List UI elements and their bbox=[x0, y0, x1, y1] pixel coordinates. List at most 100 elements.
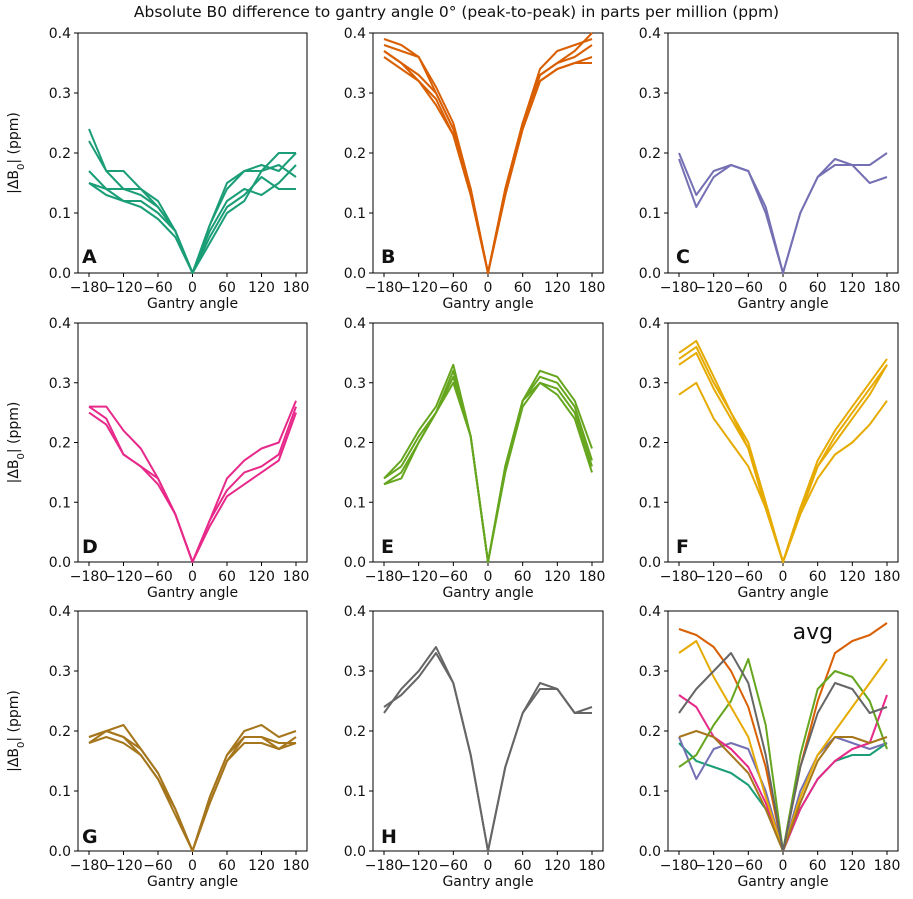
panel-letter: B bbox=[381, 246, 395, 268]
ytick-label: 0.0 bbox=[639, 555, 661, 571]
series-line-d1 bbox=[89, 400, 297, 563]
panel-letter: G bbox=[82, 826, 98, 848]
ytick-label: 0.4 bbox=[639, 316, 661, 332]
xtick-label: −180 bbox=[70, 569, 108, 585]
panel-d: 0.0 0.1 0.2 0.3 0.4 −180−120 −60 0 60 120 180 Gantr… bbox=[6, 316, 309, 601]
xtick-label: 180 bbox=[579, 858, 606, 874]
series-line-h bbox=[678, 652, 888, 852]
ytick-label: 0.1 bbox=[639, 495, 661, 511]
ytick-label: 0.1 bbox=[344, 495, 366, 511]
series-line-a2 bbox=[88, 140, 296, 274]
ytick-label: 0.0 bbox=[344, 266, 366, 282]
xtick-label: −180 bbox=[660, 569, 698, 585]
panel-letter: F bbox=[676, 536, 689, 558]
x-axis-label: Gantry angle bbox=[147, 585, 238, 601]
xtick-label: −180 bbox=[365, 280, 403, 296]
x-axis-label: Gantry angle bbox=[737, 585, 828, 601]
ytick-label: 0.4 bbox=[344, 316, 366, 332]
xtick-label: −60 bbox=[439, 858, 469, 874]
xtick-label: 60 bbox=[218, 569, 236, 585]
axes-frame-g bbox=[77, 610, 308, 852]
xtick-label: 60 bbox=[514, 569, 532, 585]
ytick-label: 0.2 bbox=[49, 724, 71, 740]
xtick-label: 60 bbox=[514, 858, 532, 874]
series-line-h2 bbox=[383, 652, 592, 852]
xtick-label: −60 bbox=[734, 280, 764, 296]
series-line-c2 bbox=[678, 158, 888, 274]
xtick-label: −60 bbox=[734, 858, 764, 874]
series-line-f4 bbox=[678, 381, 888, 563]
xtick-label: −180 bbox=[660, 280, 698, 296]
ytick-label: 0.4 bbox=[639, 26, 661, 42]
ytick-label: 0.0 bbox=[639, 266, 661, 282]
ytick-label: 0.2 bbox=[639, 146, 661, 162]
axes-frame-a bbox=[77, 32, 308, 274]
xtick-label: 120 bbox=[839, 569, 866, 585]
ytick-label: 0.3 bbox=[344, 86, 366, 102]
ytick-label: 0.1 bbox=[49, 784, 71, 800]
ytick-label: 0.1 bbox=[639, 784, 661, 800]
y-axis-label: |ΔB0| (ppm) bbox=[6, 112, 27, 194]
xtick-label: 0 bbox=[779, 569, 788, 585]
ytick-label: 0.0 bbox=[49, 555, 71, 571]
ytick-label: 0.0 bbox=[639, 844, 661, 860]
ytick-label: 0.1 bbox=[49, 495, 71, 511]
xtick-label: 0 bbox=[779, 858, 788, 874]
xtick-label: 180 bbox=[579, 569, 606, 585]
ytick-label: 0.2 bbox=[639, 724, 661, 740]
axes-frame-d bbox=[77, 322, 308, 563]
figure-title: Absolute B0 difference to gantry angle 0… bbox=[133, 3, 780, 21]
series-line-d bbox=[678, 694, 888, 852]
xtick-label: −180 bbox=[365, 569, 403, 585]
ytick-label: 0.3 bbox=[639, 86, 661, 102]
xtick-label: −60 bbox=[734, 569, 764, 585]
xtick-label: −60 bbox=[439, 280, 469, 296]
xtick-label: 120 bbox=[544, 858, 571, 874]
series-line-b5 bbox=[383, 56, 592, 274]
ytick-label: 0.2 bbox=[639, 436, 661, 452]
series-line-d3 bbox=[88, 411, 297, 563]
ytick-label: 0.0 bbox=[49, 266, 71, 282]
xtick-label: 120 bbox=[248, 858, 275, 874]
panel-c: 0.0 0.1 0.2 0.3 0.4 −180−120 −60 0 60 120 180 Gantr… bbox=[639, 26, 901, 312]
ytick-label: 0.2 bbox=[49, 146, 71, 162]
series-line-b1 bbox=[383, 38, 593, 274]
series-line-g bbox=[678, 730, 888, 852]
axes-frame-avg bbox=[667, 610, 899, 852]
panel-a: 0.0 0.1 0.2 0.3 0.4 −180−120 −60 0 60 120 180 Gantr… bbox=[6, 26, 309, 312]
ytick-label: 0.3 bbox=[639, 664, 661, 680]
xtick-label: 60 bbox=[809, 280, 827, 296]
ytick-label: 0.0 bbox=[344, 844, 366, 860]
ytick-label: 0.4 bbox=[49, 26, 71, 42]
xtick-label: 180 bbox=[579, 280, 606, 296]
xtick-label: 60 bbox=[218, 858, 236, 874]
ytick-label: 0.1 bbox=[49, 206, 71, 222]
xtick-label: 60 bbox=[218, 280, 236, 296]
series-line-b bbox=[678, 622, 888, 852]
xtick-label: −120 bbox=[694, 569, 732, 585]
series-line-g4 bbox=[88, 736, 297, 852]
ytick-label: 0.2 bbox=[344, 724, 366, 740]
y-axis-label: |ΔB0| (ppm) bbox=[6, 690, 27, 772]
ytick-label: 0.4 bbox=[639, 604, 661, 620]
y-axis-label: |ΔB0| (ppm) bbox=[6, 402, 27, 484]
series-line-a1 bbox=[88, 128, 297, 274]
ytick-label: 0.1 bbox=[344, 784, 366, 800]
xtick-label: −60 bbox=[143, 280, 173, 296]
series-line-e3 bbox=[383, 375, 593, 563]
xtick-label: −60 bbox=[439, 569, 469, 585]
series-line-a3 bbox=[88, 164, 297, 274]
xtick-label: 60 bbox=[809, 858, 827, 874]
ytick-label: 0.4 bbox=[49, 316, 71, 332]
ytick-label: 0.1 bbox=[639, 206, 661, 222]
xtick-label: −180 bbox=[365, 858, 403, 874]
xtick-label: −60 bbox=[143, 858, 173, 874]
xtick-label: 120 bbox=[839, 858, 866, 874]
xtick-label: 180 bbox=[874, 280, 901, 296]
xtick-label: −120 bbox=[399, 569, 437, 585]
xtick-label: −120 bbox=[104, 858, 142, 874]
ytick-label: 0.3 bbox=[49, 664, 71, 680]
series-line-f2 bbox=[678, 345, 888, 563]
xtick-label: 180 bbox=[874, 858, 901, 874]
xtick-label: 180 bbox=[283, 569, 310, 585]
